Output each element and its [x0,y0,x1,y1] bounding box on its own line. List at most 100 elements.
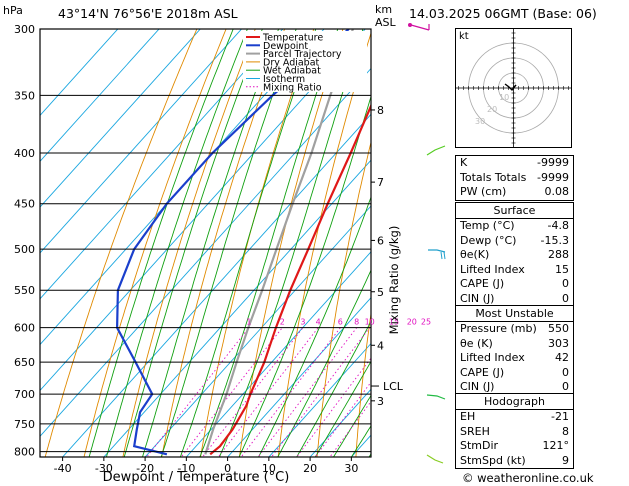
surface-value: -15.3 [540,233,569,247]
hodograph: kt 10 20 30 [455,28,572,148]
surface-value: 0 [562,277,569,290]
km-unit-label: km [375,3,393,16]
mu-value: 0 [562,380,569,393]
x-axis-label: Dewpoint / Temperature (°C) [103,470,290,485]
wind-barb-300 [410,24,430,31]
surface-row: CAPE (J) 0 [456,277,573,292]
surface-row: Lifted Index 15 [456,263,573,278]
hodo-value: -21 [551,410,569,423]
mu-row: CAPE (J) 0 [456,366,573,381]
dry-adiabat-line [83,29,227,457]
mu-value: 303 [548,336,569,350]
hodo-value: 9 [562,453,569,467]
dry-adiabat-line [583,14,609,462]
wet-adiabat-line [123,29,263,457]
pressure-tick-label: 550 [14,284,35,297]
surface-label: Temp (°C) [460,219,515,232]
legend-label: Dewpoint [263,41,308,52]
pressure-tick-label: 500 [14,243,35,256]
location-title: 43°14'N 76°56'E 2018m ASL [58,6,238,21]
pressure-tick-label: 800 [14,446,35,459]
pressure-tick-label: 400 [14,147,35,160]
lcl-label: LCL [383,380,404,393]
index-row: K -9999 [456,156,573,171]
surface-label: Dewp (°C) [460,233,517,247]
hodograph-ring-label-20: 20 [487,105,497,114]
hodo-row: SREH 8 [456,425,573,440]
km-tick-label: 8 [377,104,384,117]
legend-label: Parcel Trajectory [263,49,342,60]
temp-tick-label: 30 [344,462,358,475]
mu-label: CIN (J) [460,380,495,393]
pressure-tick-label: 300 [14,23,35,36]
hodo-row: StmSpd (kt) 9 [456,454,573,469]
mixing-ratio-line [314,381,371,457]
mixing-ratio-label: 25 [421,318,431,327]
mixing-ratio-line [217,327,319,457]
hodograph-trace [504,83,517,92]
mixing-ratio-label: 10 [365,318,375,327]
isotherm-line [40,29,201,208]
isotherm-line [185,251,371,457]
temp-tick-label: -20 [136,462,154,475]
mu-row: Lifted Index 42 [456,351,573,366]
hodo-value: 121° [542,439,570,452]
dry-adiabat-line [161,29,286,457]
surface-panel: Surface Temp (°C) -4.8 Dewp (°C) -15.3 θe(… [455,202,574,307]
isotherm-line [40,29,243,254]
dry-adiabat-line [44,29,198,457]
hodo-label: StmDir [460,439,499,452]
km-tick-label: 7 [377,176,384,189]
hodo-label: StmSpd (kt) [460,453,526,467]
mixing-ratio-label: 6 [338,318,343,327]
mixing-ratio-label: 15 [389,318,399,327]
wind-barb-800 [426,454,444,464]
temp-tick-label: -30 [95,462,113,475]
hodo-row: StmDir 121° [456,439,573,454]
wet-adiabat-line [277,269,371,457]
km-tick-label: 6 [377,234,384,247]
mixing-ratio-line [146,327,250,457]
wet-adiabat-line [199,29,339,457]
wet-adiabat-line [105,29,248,457]
isotherm-line [226,296,371,457]
hpa-unit-label: hPa [3,4,23,17]
datetime-title: 14.03.2025 06GMT (Base: 06) [409,6,597,21]
copyright-footer: © weatheronline.co.uk [462,471,594,485]
pressure-tick-label: 700 [14,388,35,401]
km-tick-label: 3 [377,395,384,408]
mu-value: 42 [555,351,569,364]
mixing-ratio-label: 20 [407,318,417,327]
legend-label: Wet Adiabat [263,66,321,77]
temp-tick-label: -10 [177,462,195,475]
dry-adiabat-line [238,29,344,457]
legend-label: Mixing Ratio [263,82,322,93]
pressure-tick-label: 750 [14,418,35,431]
index-row: Totals Totals -9999 [456,171,573,186]
wind-barbs [408,23,446,464]
dry-adiabat-line [355,310,371,457]
mixing-ratio-line [180,327,283,457]
isotherm-line [40,29,160,162]
most-unstable-panel: Most Unstable Pressure (mb) 550 θe (K) 303… [455,305,574,396]
indices-panel: K -9999 Totals Totals -9999 PW (cm) 0.08 [455,155,574,201]
mixing-ratio-label: 4 [316,318,321,327]
index-label: K [460,156,468,169]
most-unstable-title: Most Unstable [456,306,573,322]
km-tick-label: 5 [377,286,384,299]
wet-adiabat-line [219,29,364,457]
mu-row: Pressure (mb) 550 [456,322,573,337]
mixing-ratio-line [296,357,371,457]
legend-label: Dry Adiabat [263,57,320,68]
wind-barb-500 [428,249,446,253]
hodo-value: 8 [562,424,569,438]
km-tick-label: 4 [377,339,384,352]
dry-adiabat-line [618,14,629,462]
asl-unit-label: ASL [375,16,396,29]
wet-adiabat-line [179,29,317,457]
hodo-row: EH -21 [456,410,573,425]
isotherm-line [40,29,119,117]
wet-adiabat-line [296,320,371,457]
surface-label: CIN (J) [460,291,495,305]
